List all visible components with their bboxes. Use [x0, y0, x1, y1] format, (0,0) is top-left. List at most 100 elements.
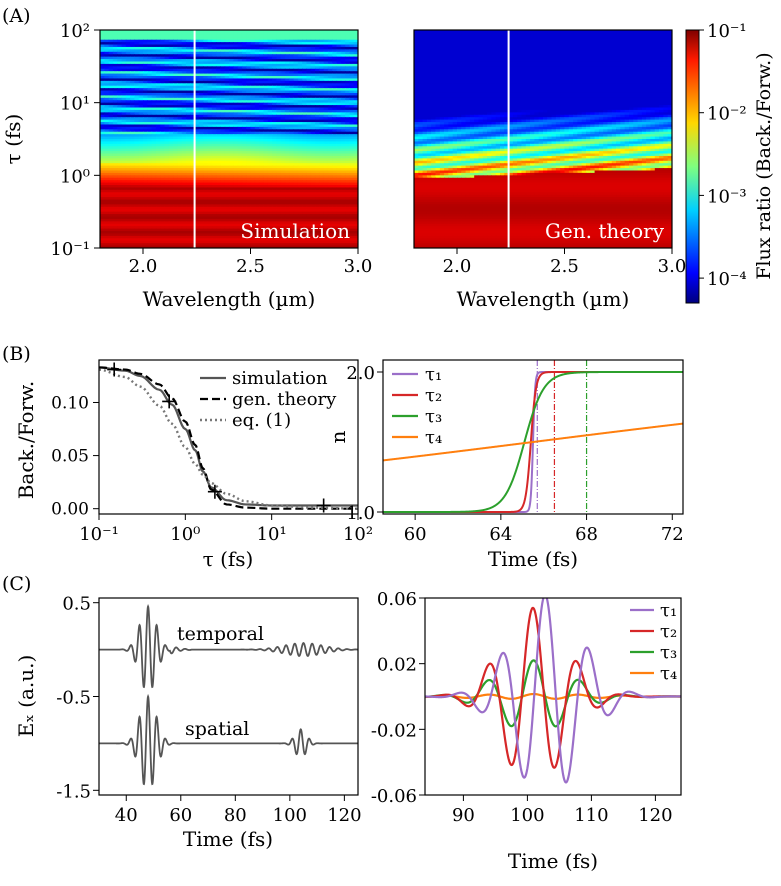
heatmap-cell: [117, 124, 123, 128]
heatmap-cell: [319, 117, 325, 121]
heatmap-cell: [125, 197, 131, 201]
heatmap-cell: [203, 44, 209, 48]
heatmap-cell: [207, 54, 213, 58]
heatmap-cell: [173, 54, 178, 58]
heatmap-cell: [173, 141, 178, 145]
heatmap-cell: [237, 172, 243, 176]
heatmap-cell: [246, 56, 252, 60]
heatmap-cell: [323, 97, 329, 101]
heatmap-cell: [100, 63, 105, 67]
heatmap-cell: [327, 126, 333, 130]
heatmap-cell: [323, 153, 329, 157]
heatmap-cell: [323, 148, 329, 152]
heatmap-cell: [323, 163, 329, 167]
heatmap-cell: [138, 206, 144, 210]
heatmap-cell: [246, 126, 252, 130]
heatmap-cell: [246, 32, 252, 36]
heatmap-cell: [186, 192, 191, 196]
heatmap-cell: [336, 206, 342, 210]
heatmap-cell: [293, 92, 299, 96]
heatmap-cell: [340, 192, 346, 196]
heatmap-cell: [104, 170, 110, 174]
heatmap-cell: [164, 71, 170, 75]
heatmap-cell: [241, 37, 247, 41]
heatmap-cell: [319, 71, 325, 75]
heatmap-cell: [349, 146, 355, 150]
heatmap-cell: [250, 85, 256, 89]
heatmap-cell: [315, 42, 320, 46]
heatmap-cell: [272, 129, 277, 133]
heatmap-cell: [293, 141, 299, 145]
heatmap-cell: [216, 105, 221, 109]
heatmap-cell: [319, 131, 325, 135]
heatmap-cell: [216, 136, 221, 140]
heatmap-cell: [181, 109, 187, 113]
heatmap-cell: [267, 42, 273, 46]
heatmap-cell: [151, 37, 157, 41]
heatmap-cell: [233, 107, 239, 111]
heatmap-cell: [211, 90, 217, 94]
heatmap-cell: [177, 37, 183, 41]
heatmap-cell: [272, 223, 277, 227]
heatmap-cell: [336, 214, 342, 218]
heatmap-cell: [241, 151, 247, 155]
heatmap-cell: [216, 177, 221, 181]
heatmap-cell: [194, 112, 200, 116]
heatmap-cell: [284, 88, 290, 92]
heatmap-cell: [220, 134, 226, 138]
heatmap-cell: [117, 158, 123, 162]
heatmap-cell: [276, 97, 282, 101]
heatmap-cell: [272, 199, 277, 203]
heatmap-cell: [306, 95, 312, 99]
heatmap-cell: [349, 83, 355, 87]
heatmap-cell: [254, 44, 260, 48]
heatmap-cell: [306, 42, 312, 46]
heatmap-cell: [293, 221, 299, 225]
heatmap-cell: [263, 56, 269, 60]
heatmap-cell: [246, 182, 252, 186]
heatmap-cell: [254, 76, 260, 80]
heatmap-cell: [259, 134, 264, 138]
heatmap-cell: [134, 61, 140, 65]
heatmap-cell: [272, 124, 277, 128]
heatmap-cell: [353, 97, 358, 101]
heatmap-cell: [143, 170, 148, 174]
heatmap-cell: [121, 90, 127, 94]
heatmap-cell: [211, 119, 217, 123]
heatmap-cell: [263, 139, 269, 143]
heatmap-cell: [203, 68, 209, 72]
heatmap-cell: [276, 194, 282, 198]
heatmap-cell: [173, 185, 178, 189]
heatmap-cell: [138, 46, 144, 50]
heatmap-cell: [112, 107, 118, 111]
heatmap-cell: [108, 54, 114, 58]
heatmap-cell: [190, 218, 196, 222]
heatmap-cell: [349, 92, 355, 96]
heatmap-cell: [224, 201, 230, 205]
heatmap-cell: [117, 92, 123, 96]
heatmap-cell: [306, 71, 312, 75]
heatmap-cell: [181, 51, 187, 55]
heatmap-cell: [134, 214, 140, 218]
heatmap-cell: [319, 175, 325, 179]
heatmap-cell: [272, 56, 277, 60]
heatmap-cell: [340, 197, 346, 201]
heatmap-cell: [164, 139, 170, 143]
heatmap-cell: [134, 102, 140, 106]
heatmap-cell: [121, 112, 127, 116]
heatmap-cell: [143, 148, 148, 152]
heatmap-cell: [289, 90, 295, 94]
heatmap-cell: [207, 78, 213, 82]
heatmap-cell: [211, 216, 217, 220]
heatmap-cell: [353, 34, 358, 38]
heatmap-cell: [302, 131, 307, 135]
heatmap-cell: [353, 226, 358, 230]
heatmap-cell: [302, 39, 307, 43]
heatmap-cell: [147, 92, 153, 96]
heatmap-cell: [349, 134, 355, 138]
heatmap-cell: [276, 76, 282, 80]
heatmap-cell: [220, 163, 226, 167]
heatmap-cell: [207, 139, 213, 143]
heatmap-cell: [349, 102, 355, 106]
heatmap-cell: [336, 37, 342, 41]
